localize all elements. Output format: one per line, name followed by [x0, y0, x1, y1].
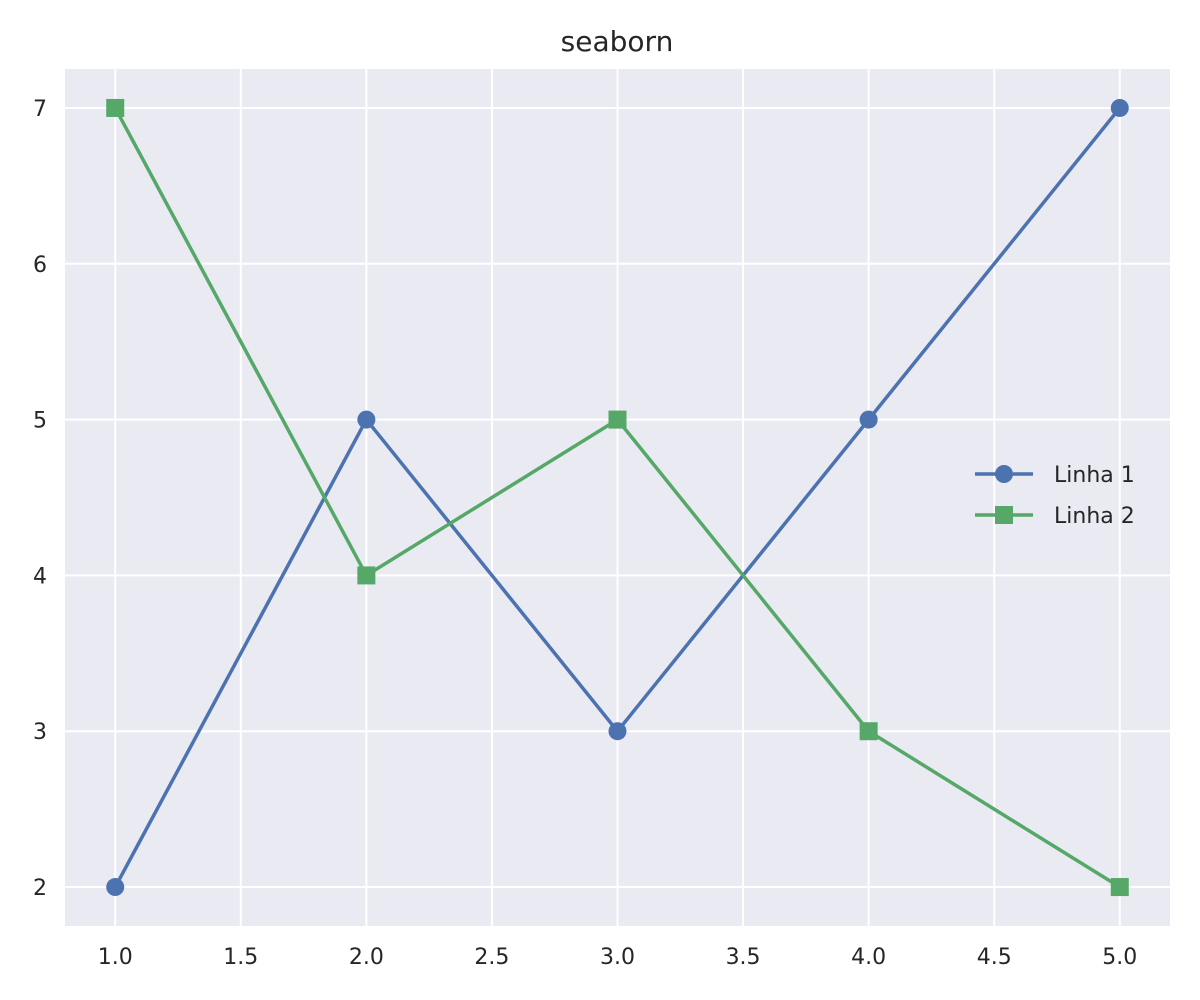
legend-label: Linha 1: [1054, 463, 1135, 488]
x-tick-label: 3.0: [600, 945, 635, 970]
series-1-point: [859, 410, 878, 429]
series-2-point: [859, 722, 878, 741]
legend-marker: [995, 506, 1013, 524]
series-1-point: [106, 878, 125, 897]
series-2-point: [106, 98, 125, 117]
series-2-point: [357, 566, 376, 585]
legend-label: Linha 2: [1054, 504, 1135, 529]
legend-item: Linha 1: [975, 463, 1135, 488]
x-tick-label: 3.5: [726, 945, 761, 970]
x-tick-label: 4.0: [851, 945, 886, 970]
legend-marker: [995, 465, 1013, 483]
y-tick-label: 7: [33, 97, 47, 122]
series-1-point: [1110, 98, 1129, 117]
y-tick-label: 5: [33, 409, 47, 434]
series-1-point: [608, 722, 627, 741]
chart-title: seaborn: [561, 25, 674, 58]
x-tick-label: 2.0: [349, 945, 384, 970]
y-tick-label: 6: [33, 253, 47, 278]
x-tick-label: 1.0: [98, 945, 133, 970]
series-2-point: [1110, 878, 1129, 897]
x-tick-label: 1.5: [223, 945, 258, 970]
legend-item: Linha 2: [975, 504, 1135, 529]
legend: Linha 1 Linha 2: [975, 463, 1135, 529]
y-tick-label: 4: [33, 564, 47, 589]
x-tick-label: 5.0: [1102, 945, 1137, 970]
x-tick-label: 4.5: [977, 945, 1012, 970]
x-tick-label: 2.5: [474, 945, 509, 970]
y-axis-tick-labels: 2 3 4 5 6 7: [33, 97, 47, 901]
y-tick-label: 3: [33, 720, 47, 745]
y-tick-label: 2: [33, 876, 47, 901]
x-axis-tick-labels: 1.0 1.5 2.0 2.5 3.0 3.5 4.0 4.5 5.0: [98, 945, 1138, 970]
series-2-point: [608, 410, 627, 429]
series-markers: [106, 98, 1129, 897]
series-1-point: [357, 410, 376, 429]
